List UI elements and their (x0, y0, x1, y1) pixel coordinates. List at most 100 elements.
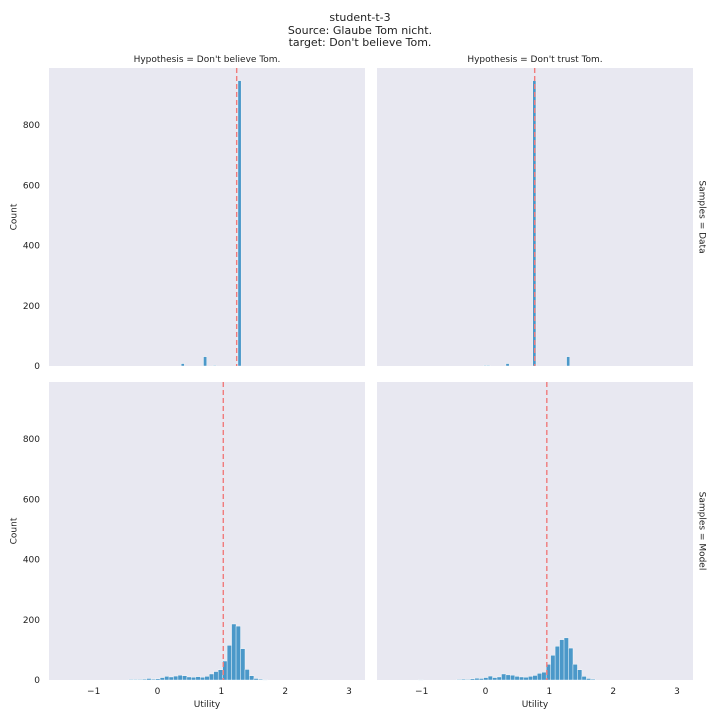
title-line-1: student-t-3 (329, 11, 391, 24)
histogram-bar-p3-10 (496, 676, 502, 681)
x-axis-label-c0: Utility (194, 700, 221, 710)
histogram-bar-p2-18 (209, 673, 214, 681)
histogram-bar-p3-18 (532, 675, 538, 681)
x-tick-label-c1-0: −1 (415, 687, 428, 697)
panel-background-r1-c0 (49, 382, 365, 680)
histogram-bar-p3-25 (563, 637, 569, 681)
histogram-bar-p3-20 (541, 671, 547, 681)
histogram-bar-p2-14 (191, 677, 197, 681)
histogram-bar-p3-13 (510, 674, 516, 681)
histogram-bar-p0-3 (237, 80, 242, 367)
histogram-bar-p3-12 (505, 674, 511, 681)
histogram-bar-p0-0 (180, 363, 185, 367)
title-line-2: Source: Glaube Tom nicht. (287, 23, 433, 37)
histogram-bar-p3-1 (456, 679, 462, 681)
histogram-bar-p2-16 (200, 677, 205, 681)
column-title-1: Hypothesis = Don't trust Tom. (467, 55, 602, 65)
histogram-bar-p2-24 (235, 625, 241, 681)
histogram-bar-p3-5 (474, 677, 480, 681)
histogram-bar-p3-0 (418, 679, 424, 681)
histogram-bar-p3-15 (519, 676, 525, 681)
histogram-bar-p3-30 (586, 678, 592, 681)
histogram-bar-p3-7 (483, 677, 489, 681)
y-tick-label-r0-4: 800 (23, 121, 40, 131)
histogram-bar-p2-15 (195, 676, 201, 681)
histogram-bar-p2-4 (146, 678, 152, 681)
histogram-bar-p0-2 (212, 365, 217, 367)
histogram-bar-p2-27 (249, 675, 255, 681)
histogram-bar-p2-29 (258, 678, 264, 681)
y-tick-label-r0-0: 0 (34, 362, 40, 372)
panel-background-r0-c0 (49, 68, 365, 366)
y-axis-label-r1: Count (10, 517, 20, 544)
histogram-bar-p2-6 (155, 678, 161, 681)
row-title-0: Samples = Data (697, 180, 707, 253)
histogram-bar-p2-8 (164, 676, 170, 681)
histogram-bar-p1-2 (505, 363, 510, 367)
histogram-bar-p1-4 (566, 356, 570, 367)
y-tick-label-r1-4: 800 (23, 435, 40, 445)
histogram-bar-p2-7 (159, 677, 165, 681)
histogram-bar-p3-28 (577, 669, 583, 681)
histogram-bar-p3-4 (470, 678, 475, 681)
y-tick-label-r1-0: 0 (34, 676, 40, 686)
histogram-bar-p2-5 (150, 678, 156, 681)
histogram-bar-p2-19 (213, 671, 219, 681)
histogram-bar-p1-1 (486, 365, 491, 367)
histogram-bar-p3-9 (492, 677, 498, 681)
histogram-bar-p3-24 (559, 639, 565, 681)
histogram-bar-p3-27 (572, 664, 578, 681)
histogram-bar-p3-6 (478, 678, 484, 681)
histogram-bar-p2-2 (137, 679, 143, 681)
y-tick-label-r0-2: 400 (23, 242, 40, 252)
x-tick-label-c1-3: 2 (610, 687, 616, 697)
y-tick-label-r0-1: 200 (23, 302, 40, 312)
histogram-bar-p3-16 (523, 677, 529, 681)
histogram-bar-p3-23 (554, 646, 560, 681)
title-line-3: target: Don't believe Tom. (288, 36, 432, 49)
histogram-bar-p2-28 (253, 678, 259, 681)
histogram-bar-p3-17 (528, 676, 533, 681)
y-tick-label-r1-2: 400 (23, 556, 40, 566)
histogram-bar-p2-20 (217, 669, 223, 681)
y-tick-label-r1-1: 200 (23, 616, 40, 626)
x-axis-label-c1: Utility (522, 700, 549, 710)
histogram-bar-p3-31 (590, 678, 596, 681)
histogram-bar-p3-22 (550, 655, 556, 681)
histogram-bar-p3-26 (568, 647, 574, 681)
row-title-1: Samples = Model (697, 492, 707, 571)
histogram-bar-p2-13 (186, 676, 192, 681)
x-tick-label-c1-4: 3 (674, 687, 680, 697)
histogram-bar-p3-29 (581, 676, 587, 681)
histogram-bar-p2-25 (240, 648, 246, 681)
histogram-bar-p1-0 (483, 365, 487, 367)
x-tick-label-c0-0: −1 (87, 687, 100, 697)
x-tick-label-c0-1: 0 (155, 687, 161, 697)
panel-background-r1-c1 (377, 382, 693, 680)
histogram-bar-p0-1 (203, 356, 207, 367)
histogram-bar-p2-1 (133, 679, 138, 681)
histogram-bar-p2-9 (168, 676, 174, 681)
histogram-bar-p3-19 (537, 673, 542, 681)
figure-title: student-t-3 Source: Glaube Tom nicht. ta… (0, 11, 720, 50)
histogram-bar-p2-0 (128, 679, 134, 681)
histogram-bar-p2-11 (177, 674, 183, 681)
histogram-bar-p2-22 (226, 645, 232, 681)
histogram-bar-p2-26 (244, 669, 250, 681)
histogram-bar-p3-8 (487, 675, 493, 681)
x-tick-label-c1-2: 1 (546, 687, 552, 697)
x-tick-label-c1-1: 0 (483, 687, 489, 697)
histogram-bar-p2-17 (204, 676, 210, 681)
column-title-0: Hypothesis = Don't believe Tom. (134, 55, 281, 65)
histogram-bar-p2-12 (182, 675, 188, 681)
histogram-bar-p2-3 (141, 678, 147, 681)
x-tick-label-c0-2: 1 (218, 687, 224, 697)
y-tick-label-r1-3: 600 (23, 495, 40, 505)
histogram-bar-p3-14 (514, 676, 520, 681)
x-tick-label-c0-4: 3 (346, 687, 352, 697)
y-tick-label-r0-3: 600 (23, 181, 40, 191)
histogram-bar-p3-11 (501, 673, 507, 681)
histogram-bar-p2-23 (231, 623, 237, 681)
x-tick-label-c0-3: 2 (282, 687, 288, 697)
histogram-bar-p2-30 (262, 679, 268, 681)
